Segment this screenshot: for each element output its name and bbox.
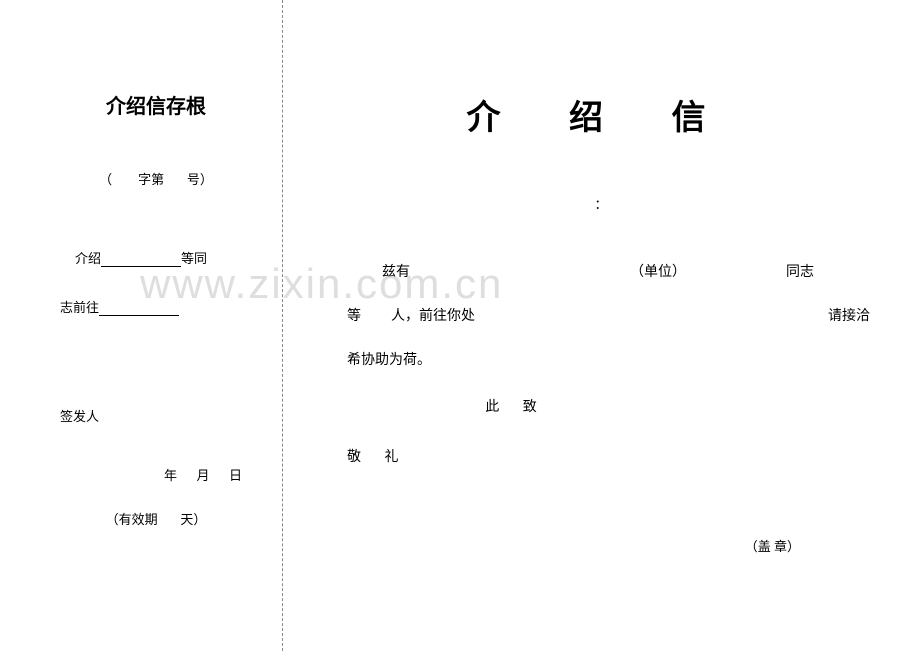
stub-intro-blank (101, 254, 181, 267)
letter-danwei: （单位） (630, 253, 686, 292)
stub-date: 年 月 日 (60, 465, 252, 484)
document-page: 介绍信存根 （ 字第 号） 介绍等同 志前往 签发人 年 月 日 （有效期 (0, 0, 920, 651)
stub-ref-zi: 字第 (138, 172, 164, 187)
letter-tongzhi: 同志 (786, 253, 814, 292)
stub-date-month: 月 (196, 468, 209, 483)
letter-qingjiepo: 请接洽 (828, 297, 870, 336)
stub-ref-blank1 (115, 172, 135, 187)
letter-line1: 兹有 （单位） 同志 (347, 253, 870, 292)
letter-ren: 人，前往你处 (391, 297, 475, 336)
letter-seal: （盖 章） (332, 536, 870, 555)
letter-xixiezhu: 希协助为荷。 (347, 353, 431, 368)
letter-line2: 等 人，前往你处 请接洽 (347, 297, 870, 336)
stub-intro-line: 介绍 等同 (60, 248, 252, 267)
stub-date-year: 年 (164, 468, 177, 483)
letter-body: 兹有 （单位） 同志 等 人，前往你处 请接洽 希协助为荷。 (332, 253, 870, 381)
stub-destination-line: 志前往 (60, 297, 252, 316)
stub-validity-open: （有效期 (106, 512, 158, 527)
stub-date-blank1 (180, 468, 193, 483)
letter-jingli: 敬 礼 (332, 446, 870, 466)
letter-addressee-colon: ： (332, 194, 870, 213)
stub-intro-prefix: 介绍 (75, 251, 101, 266)
stub-panel: 介绍信存根 （ 字第 号） 介绍等同 志前往 签发人 年 月 日 （有效期 (0, 0, 282, 651)
stub-ref-blank2 (167, 172, 183, 187)
stub-date-blank2 (213, 468, 226, 483)
letter-title: 介 绍 信 (332, 90, 870, 139)
stub-validity-tian: 天） (180, 512, 206, 527)
stub-zhiqianwang: 志前往 (60, 300, 99, 315)
letter-ziyou: 兹有 (382, 253, 410, 292)
stub-validity: （有效期 天） (60, 509, 252, 528)
stub-ref-hao: 号） (187, 172, 213, 187)
letter-panel: 介 绍 信 ： 兹有 （单位） 同志 等 人，前往你处 请接洽 希协助为荷。 此… (282, 0, 920, 651)
stub-date-day: 日 (229, 468, 242, 483)
stub-title: 介绍信存根 (60, 90, 252, 119)
letter-deng: 等 (347, 297, 361, 336)
stub-intro-suffix: 等同 (181, 251, 207, 266)
letter-line3: 希协助为荷。 (347, 341, 870, 380)
stub-dest-blank (99, 303, 179, 316)
letter-cizhi: 此 致 (162, 396, 870, 416)
stub-validity-blank (161, 512, 177, 527)
stub-reference: （ 字第 号） (60, 169, 252, 188)
stub-ref-open: （ (99, 172, 112, 187)
